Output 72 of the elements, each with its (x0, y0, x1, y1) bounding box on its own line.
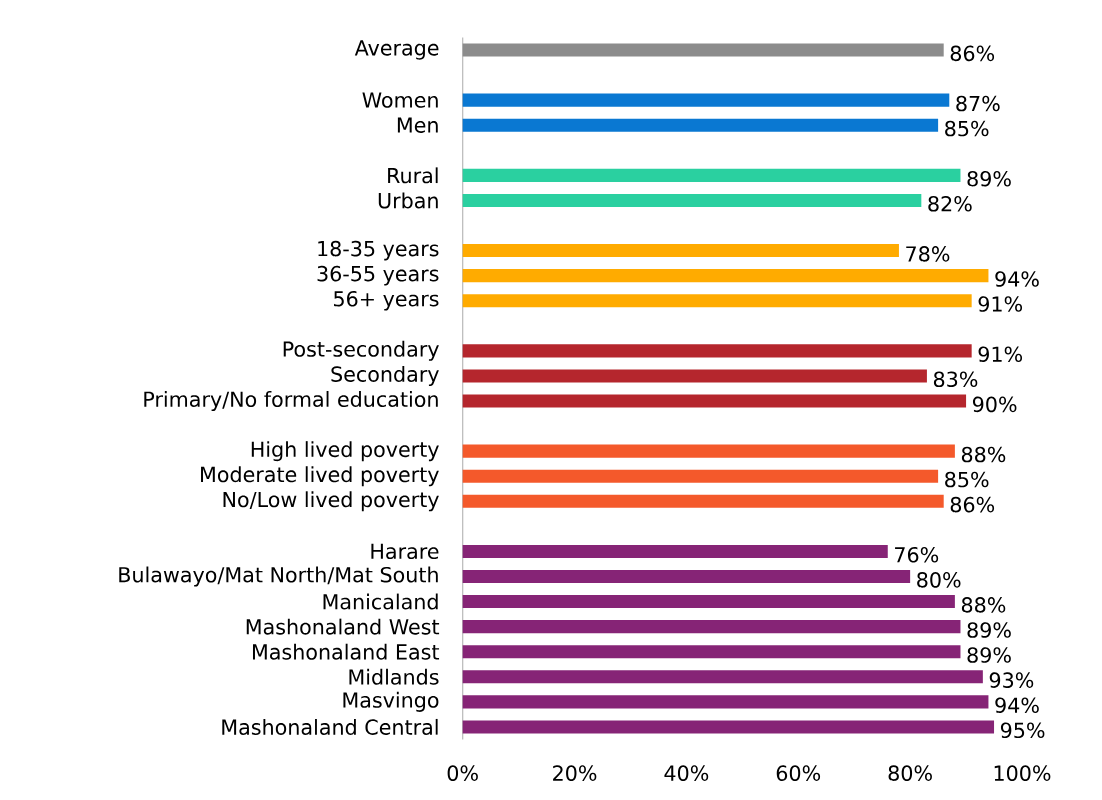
data-label: 93% (989, 672, 1034, 688)
x-tick-label: 100% (994, 765, 1051, 781)
bar (462, 93, 950, 107)
data-label: 85% (945, 471, 989, 488)
y-tick-label: Midlands (349, 668, 439, 685)
y-tick-label: No/Low lived poverty (223, 491, 439, 512)
bar (462, 720, 995, 734)
bar (462, 670, 983, 684)
y-tick-label: High lived poverty (251, 441, 439, 462)
bar (462, 695, 989, 709)
data-label: 94% (995, 271, 1039, 287)
x-tick-label: 60% (776, 765, 821, 781)
y-tick-label: Secondary (331, 365, 439, 386)
y-tick-label: Mashonaland West (246, 618, 440, 635)
y-tick-label: Primary/No formal education (144, 391, 438, 412)
data-label: 89% (967, 170, 1011, 187)
data-label: 82% (928, 195, 972, 212)
bar (462, 595, 955, 609)
bar (462, 168, 961, 182)
y-tick-label: Manicaland (323, 593, 438, 610)
bar (462, 394, 967, 408)
data-label: 88% (961, 597, 1006, 613)
data-label: 80% (917, 572, 961, 588)
bar (462, 344, 972, 358)
data-label: 87% (956, 95, 1000, 112)
data-label: 88% (961, 446, 1006, 463)
x-tick-label: 0% (447, 765, 478, 781)
bar (462, 244, 899, 258)
y-tick-label: Post-secondary (283, 340, 439, 361)
bar (462, 544, 888, 558)
bar (462, 43, 944, 57)
data-label: 89% (967, 622, 1011, 638)
x-tick-label: 80% (888, 765, 932, 781)
bar (462, 494, 944, 508)
bar (462, 620, 961, 634)
x-tick-label: 40% (664, 765, 709, 781)
x-tick-label: 20% (553, 765, 597, 781)
bar (462, 444, 955, 458)
data-label: 78% (906, 246, 950, 262)
data-label: 91% (978, 346, 1023, 363)
data-label: 91% (978, 296, 1023, 312)
y-tick-label: Harare (371, 543, 439, 560)
y-tick-label: Masvingo (343, 691, 439, 712)
data-label: 76% (895, 546, 939, 563)
y-tick-label: Urban (378, 192, 438, 209)
bar (462, 269, 989, 283)
y-tick-label: Rural (388, 167, 438, 184)
data-label: 86% (950, 45, 995, 62)
data-label: 83% (933, 371, 978, 388)
y-tick-label: Women (362, 92, 438, 108)
data-label: 85% (945, 120, 989, 137)
data-label: 90% (972, 396, 1017, 413)
y-tick-label: 36-55 years (317, 265, 439, 286)
bar (462, 645, 961, 659)
bar (462, 569, 911, 584)
bar (462, 469, 939, 483)
bar (462, 193, 922, 207)
bar (462, 118, 939, 132)
y-tick-label: Bulawayo/Mat North/Mat South (119, 566, 438, 587)
data-label: 94% (995, 697, 1039, 714)
y-tick-label: Average (354, 40, 439, 60)
data-label: 89% (967, 647, 1011, 663)
y-tick-label: Mashonaland Central (222, 718, 438, 735)
y-tick-label: 56+ years (334, 290, 439, 311)
bar (462, 369, 927, 383)
y-tick-label: Mashonaland East (252, 643, 440, 660)
data-label: 86% (950, 496, 995, 513)
y-tick-label: 18-35 years (318, 240, 439, 261)
bar (462, 294, 972, 308)
data-label: 95% (1000, 722, 1045, 739)
y-tick-label: Moderate lived poverty (201, 466, 439, 487)
y-tick-label: Men (397, 117, 438, 133)
